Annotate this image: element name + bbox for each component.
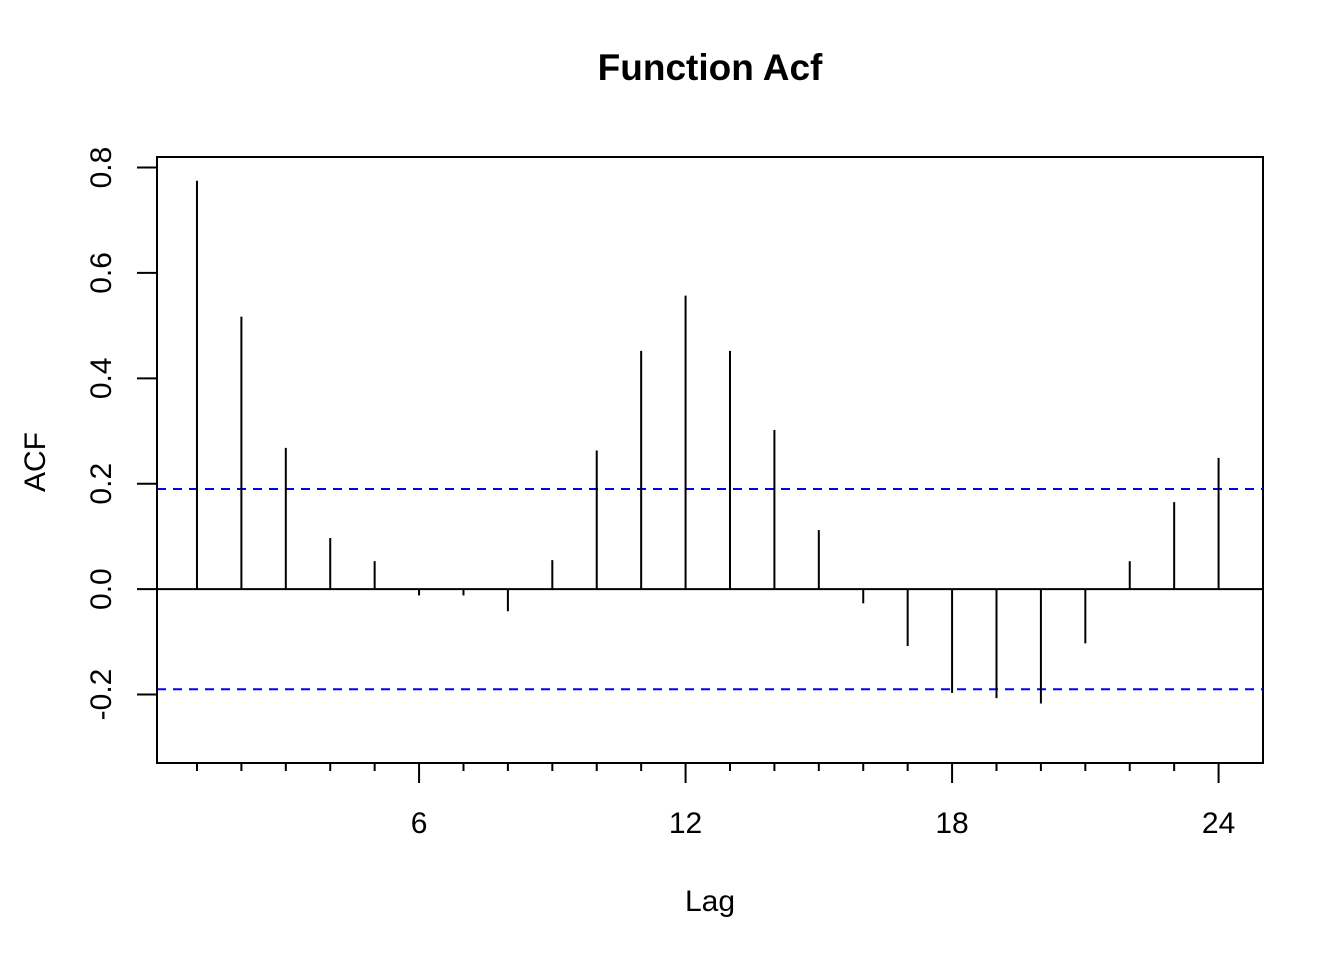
y-tick-label: 0.4 xyxy=(85,357,118,399)
y-tick-label: 0.6 xyxy=(85,252,118,294)
chart-marks: 6 12 18 24 -0.2 0.0 0.2 0.4 0.6 0.8 xyxy=(85,147,1263,840)
x-tick-label: 24 xyxy=(1202,807,1235,840)
y-axis-label: ACF xyxy=(19,432,52,492)
x-tick-label: 12 xyxy=(669,807,702,840)
x-tick-label: 18 xyxy=(935,807,968,840)
y-tick-label: 0.2 xyxy=(85,463,118,505)
y-tick-label: -0.2 xyxy=(85,669,118,721)
y-tick-label: 0.8 xyxy=(85,147,118,189)
plot-frame xyxy=(156,156,1264,764)
x-axis-label: Lag xyxy=(685,885,735,918)
chart-title: Function Acf xyxy=(598,47,823,88)
y-tick-label: 0.0 xyxy=(85,568,118,610)
x-tick-label: 6 xyxy=(411,807,428,840)
